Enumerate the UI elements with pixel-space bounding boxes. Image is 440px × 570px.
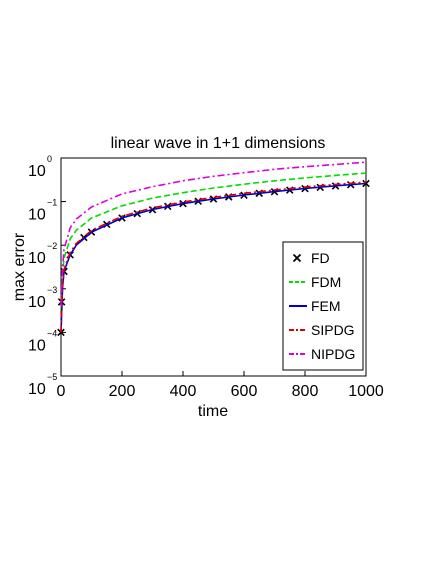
- legend-label: SIPDG: [311, 322, 355, 338]
- series-line-fdm: [60, 172, 367, 312]
- legend-label: FD: [311, 250, 330, 266]
- y-tick-exponent: −5: [47, 372, 57, 382]
- series-line-fem: [60, 182, 367, 333]
- x-tick-label: 0: [57, 383, 66, 400]
- chart-title: linear wave in 1+1 dimensions: [111, 135, 326, 152]
- y-tick-label: 10: [28, 294, 46, 311]
- x-axis-label: time: [198, 403, 228, 420]
- series-line-nipdg: [60, 161, 367, 307]
- y-tick-label: 10: [28, 381, 46, 398]
- series-layer: [57, 161, 370, 337]
- x-tick-label: 1000: [348, 383, 384, 400]
- x-tick-label: 800: [292, 383, 319, 400]
- y-tick-label: 10: [28, 250, 46, 267]
- legend-label: FDM: [311, 274, 341, 290]
- x-tick-label: 600: [231, 383, 258, 400]
- x-tick-label: 400: [170, 383, 197, 400]
- y-tick-exponent: −2: [47, 241, 57, 251]
- x-tick-label: 200: [109, 383, 136, 400]
- y-axis-label: max error: [11, 232, 28, 301]
- y-tick-label: 10: [28, 163, 46, 180]
- y-tick-label: 10: [28, 207, 46, 224]
- y-tick-exponent: −3: [47, 285, 57, 295]
- legend-label: NIPDG: [311, 346, 355, 362]
- x-axis: 0 200 400 600 800 1000: [57, 371, 384, 400]
- data-point-fd: [57, 328, 65, 337]
- legend: FD FDM FEM SIPDG NIPDG: [282, 241, 364, 371]
- y-tick-exponent: −4: [47, 328, 57, 338]
- plot-frame: [60, 157, 367, 377]
- legend-label: FEM: [311, 298, 341, 314]
- legend-item-fem: FEM: [289, 298, 341, 314]
- y-tick-exponent: −1: [47, 198, 57, 208]
- legend-item-sipdg: SIPDG: [289, 322, 355, 338]
- legend-item-nipdg: NIPDG: [289, 346, 355, 362]
- legend-item-fdm: FDM: [289, 274, 341, 290]
- legend-item-fd: FD: [292, 250, 330, 266]
- series-line-sipdg: [60, 181, 367, 333]
- y-tick-exponent: 0: [47, 154, 52, 164]
- y-tick-label: 10: [28, 337, 46, 354]
